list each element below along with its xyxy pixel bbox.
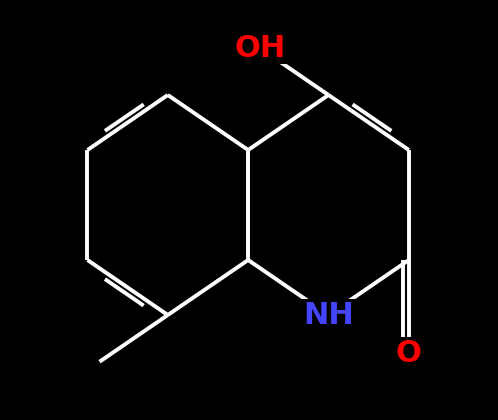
Text: NH: NH bbox=[303, 300, 354, 330]
Text: OH: OH bbox=[235, 34, 286, 63]
Text: O: O bbox=[396, 339, 422, 368]
